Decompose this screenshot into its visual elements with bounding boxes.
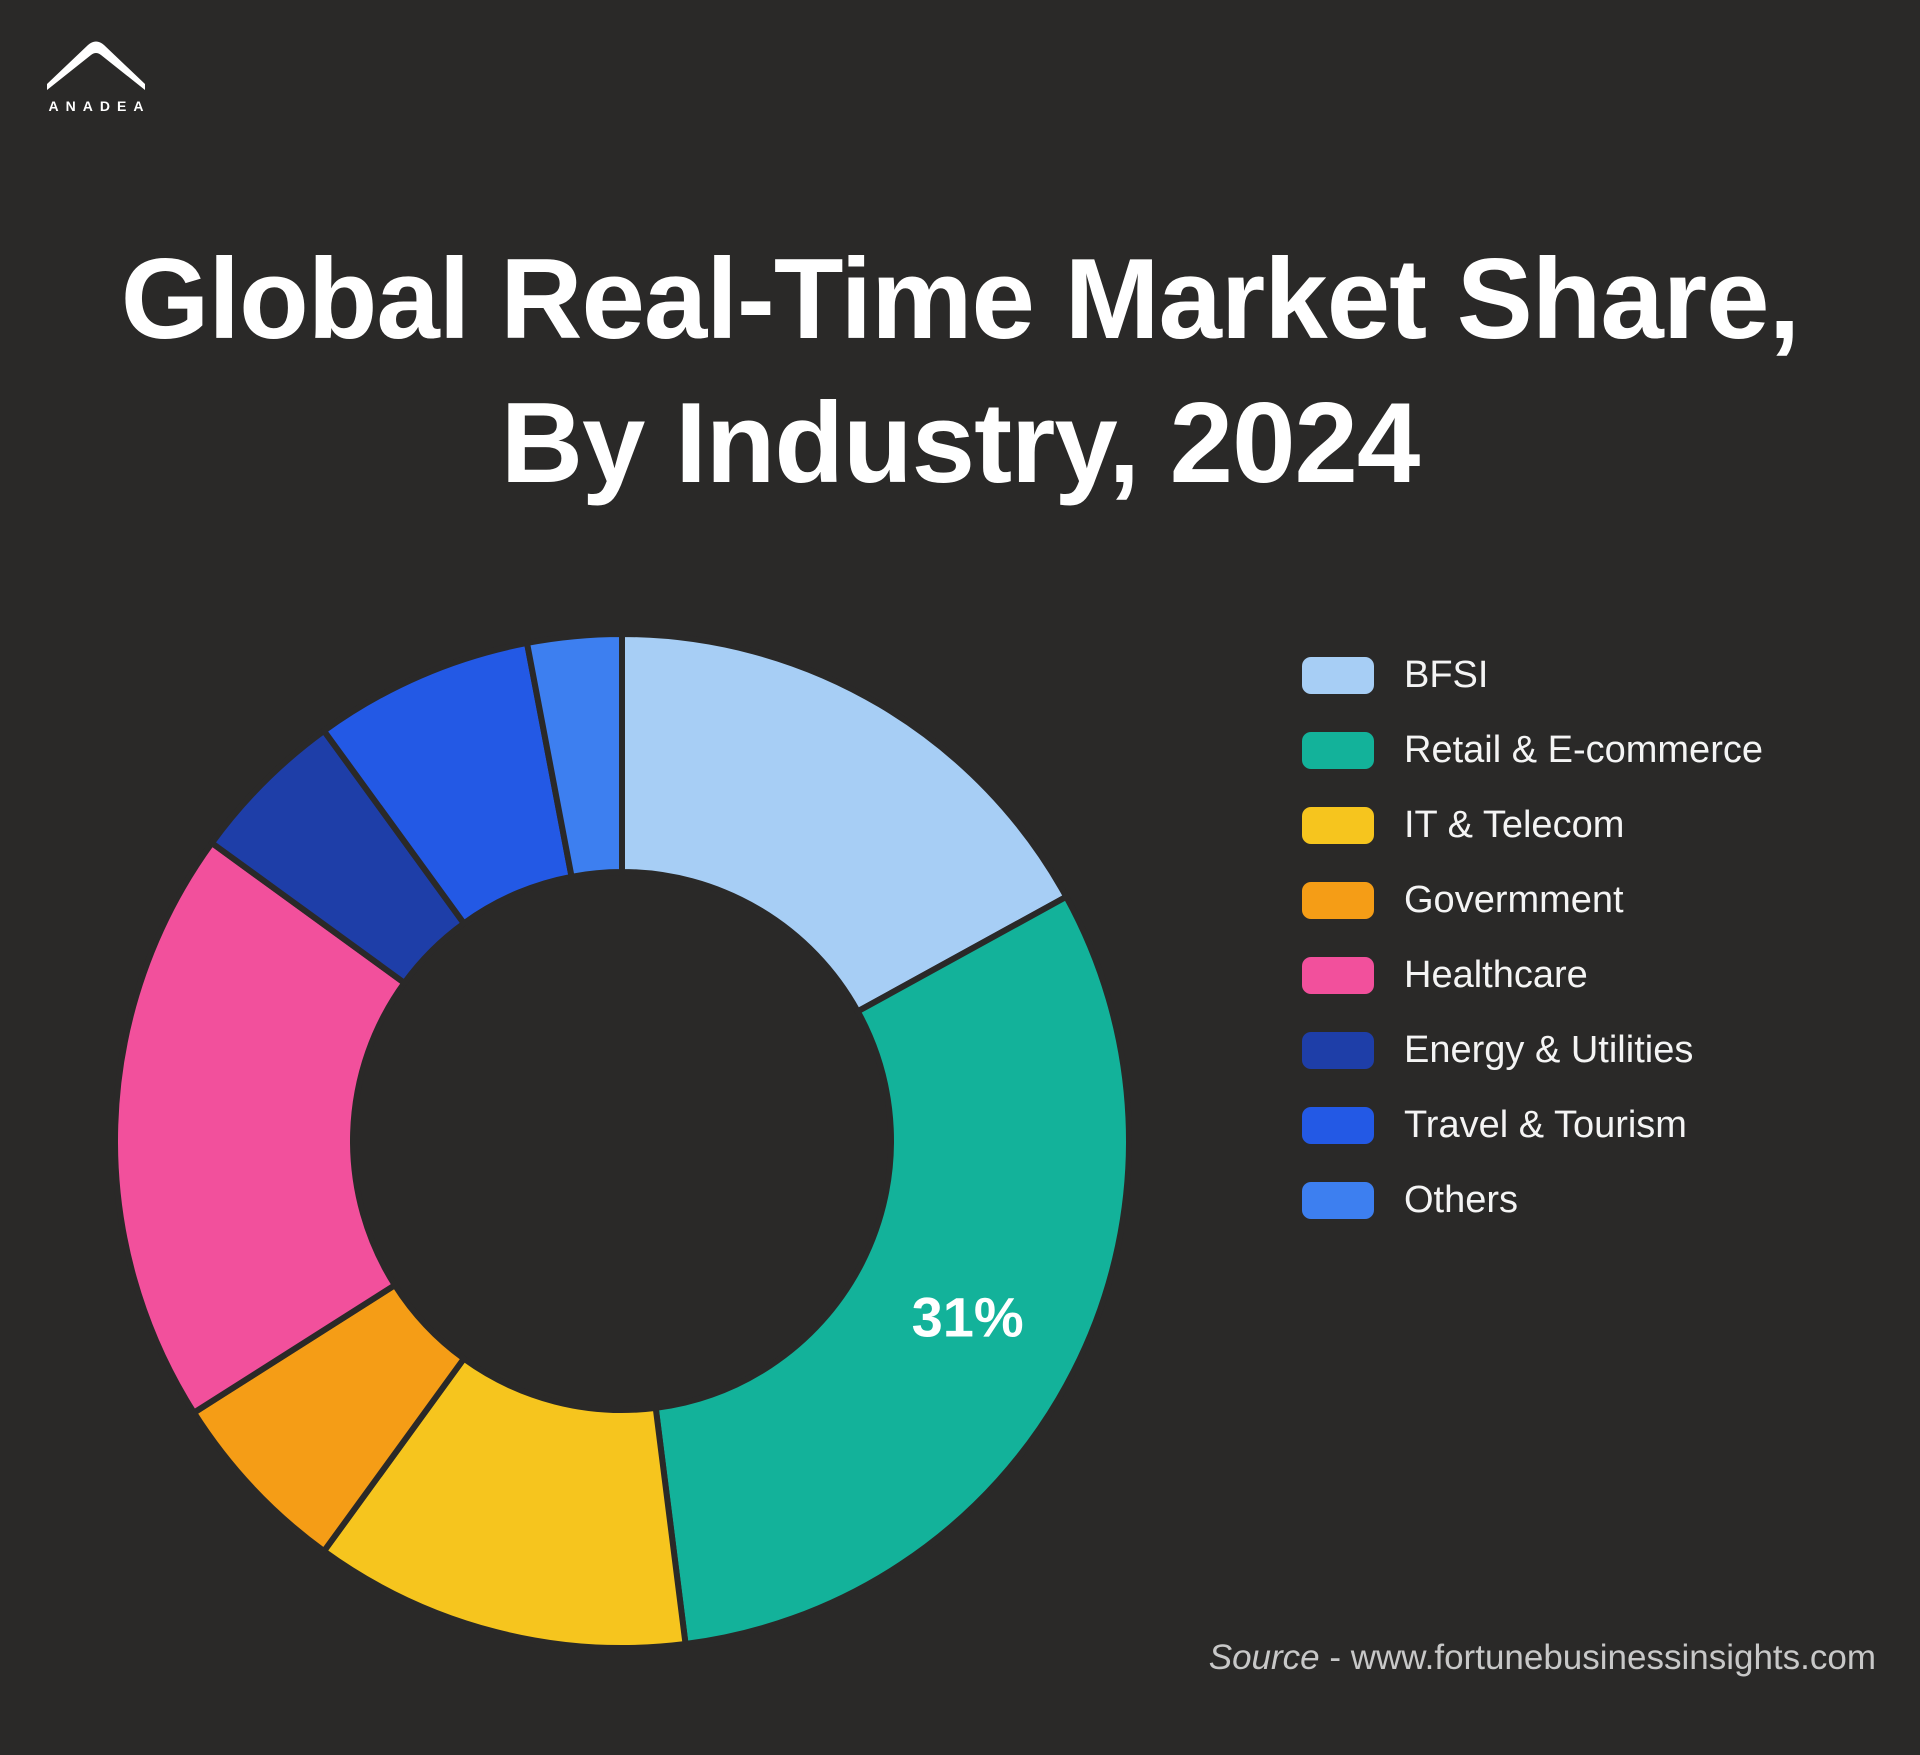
legend-swatch-energy-utilities xyxy=(1302,1031,1374,1069)
legend-item-govermment: Govermment xyxy=(1302,878,1763,921)
donut-chart: 31% xyxy=(102,621,1142,1661)
brand-logo: ANADEA xyxy=(36,32,156,114)
legend-swatch-bfsi xyxy=(1302,656,1374,694)
legend-swatch-retail-e-commerce xyxy=(1302,731,1374,769)
legend-label: Govermment xyxy=(1404,878,1624,921)
legend-swatch-it-telecom xyxy=(1302,806,1374,844)
source-url: www.fortunebusinessinsights.com xyxy=(1350,1638,1876,1677)
donut-segment-others xyxy=(524,631,625,880)
legend-swatch-others xyxy=(1302,1181,1374,1219)
donut-chart-svg: 31% xyxy=(112,631,1132,1651)
legend-item-travel-tourism: Travel & Tourism xyxy=(1302,1103,1763,1146)
legend-label: Energy & Utilities xyxy=(1404,1028,1694,1071)
legend-label: Healthcare xyxy=(1404,953,1588,996)
donut-segment-retail-e-commerce xyxy=(652,893,1132,1647)
page-title-line2: By Industry, 2024 xyxy=(500,379,1421,507)
donut-segment-bfsi xyxy=(619,631,1070,1015)
brand-name: ANADEA xyxy=(48,98,151,114)
legend-swatch-govermment xyxy=(1302,881,1374,919)
legend-label: Retail & E-commerce xyxy=(1404,728,1763,771)
legend-item-healthcare: Healthcare xyxy=(1302,953,1763,996)
donut-segment-healthcare xyxy=(112,839,408,1416)
chart-legend: BFSI Retail & E-commerce IT & Telecom Gover… xyxy=(1302,653,1763,1256)
legend-label: Others xyxy=(1404,1178,1519,1221)
source-attribution: Source - www.fortunebusinessinsights.com xyxy=(1209,1638,1876,1678)
source-separator: - xyxy=(1319,1638,1351,1677)
legend-item-retail-e-commerce: Retail & E-commerce xyxy=(1302,728,1763,771)
page-title: Global Real-Time Market Share, By Indust… xyxy=(0,228,1920,515)
legend-label: Travel & Tourism xyxy=(1404,1103,1687,1146)
roof-logo-icon xyxy=(47,41,145,90)
source-label: Source xyxy=(1208,1638,1320,1677)
legend-swatch-healthcare xyxy=(1302,956,1374,994)
legend-label: BFSI xyxy=(1404,653,1489,696)
legend-item-energy-utilities: Energy & Utilities xyxy=(1302,1028,1763,1071)
page-title-line1: Global Real-Time Market Share, xyxy=(120,236,1801,363)
legend-label: IT & Telecom xyxy=(1404,803,1625,846)
donut-data-label: 31% xyxy=(912,1286,1024,1349)
legend-item-others: Others xyxy=(1302,1178,1763,1221)
legend-item-bfsi: BFSI xyxy=(1302,653,1763,696)
legend-swatch-travel-tourism xyxy=(1302,1106,1374,1144)
legend-item-it-telecom: IT & Telecom xyxy=(1302,803,1763,846)
